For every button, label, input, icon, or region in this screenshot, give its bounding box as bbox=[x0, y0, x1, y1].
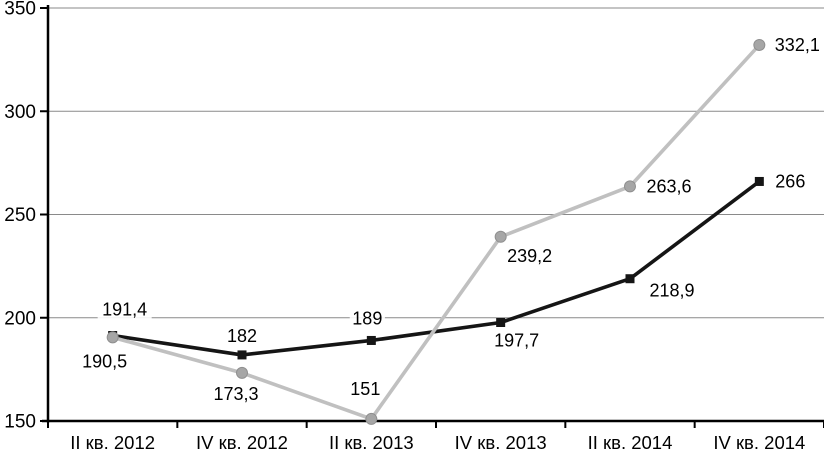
square-marker bbox=[366, 335, 376, 345]
x-tick-label: II кв. 2012 bbox=[70, 432, 155, 452]
data-label: 239,2 bbox=[507, 246, 552, 266]
data-label-bg bbox=[209, 384, 263, 405]
y-tick-label: 300 bbox=[4, 102, 36, 123]
data-label-bg bbox=[645, 281, 699, 302]
axes bbox=[40, 5, 824, 428]
data-label: 189 bbox=[352, 308, 382, 328]
square-marker bbox=[625, 274, 635, 284]
squares-series-line bbox=[112, 180, 761, 357]
y-tick-label: 350 bbox=[4, 0, 36, 20]
x-tick-label: II кв. 2014 bbox=[588, 432, 673, 452]
circle-marker bbox=[494, 230, 507, 243]
data-label-bg bbox=[347, 379, 383, 400]
data-label: 173,3 bbox=[213, 384, 258, 404]
series-squares-series bbox=[108, 176, 764, 360]
circle-marker bbox=[753, 38, 766, 51]
circle-marker bbox=[365, 412, 378, 425]
data-label: 182 bbox=[227, 326, 257, 346]
data-label: 197,7 bbox=[494, 330, 539, 350]
circles-series-line bbox=[112, 43, 761, 421]
series-circles-series bbox=[106, 38, 766, 425]
data-label-bg bbox=[224, 326, 260, 347]
square-marker bbox=[496, 317, 506, 327]
data-label: 263,6 bbox=[646, 176, 691, 196]
data-label-bg bbox=[77, 351, 132, 372]
gridlines bbox=[48, 7, 824, 319]
data-label-bg bbox=[349, 308, 385, 329]
x-tick-label: IV кв. 2013 bbox=[455, 432, 547, 452]
y-tick-labels: 150 200 250 300 350 bbox=[4, 0, 36, 433]
data-label-bg bbox=[770, 35, 824, 56]
data-label: 190,5 bbox=[82, 351, 127, 371]
data-labels: 191,4 182 189 197,7 218,9 266 190,5 173,3 151 239… bbox=[77, 35, 824, 405]
circle-marker bbox=[624, 180, 636, 193]
y-tick-label: 250 bbox=[4, 205, 36, 226]
data-label: 332,1 bbox=[775, 35, 820, 55]
y-tick-label: 200 bbox=[4, 308, 36, 329]
x-tick-label: II кв. 2013 bbox=[329, 432, 414, 452]
circle-marker bbox=[106, 331, 119, 344]
data-label-bg bbox=[489, 330, 544, 351]
square-marker bbox=[754, 176, 764, 186]
circle-marker bbox=[236, 366, 248, 379]
data-label: 151 bbox=[350, 379, 380, 399]
data-label-bg bbox=[642, 176, 696, 197]
data-label-bg bbox=[502, 246, 557, 267]
data-label: 218,9 bbox=[649, 281, 694, 301]
data-label: 191,4 bbox=[102, 300, 147, 320]
data-label-bg bbox=[772, 171, 808, 192]
data-label-bg bbox=[97, 300, 152, 321]
square-marker bbox=[237, 350, 247, 360]
x-tick-label: IV кв. 2012 bbox=[196, 432, 288, 452]
x-tick-label: IV кв. 2014 bbox=[713, 432, 805, 452]
data-label: 266 bbox=[775, 171, 805, 191]
y-tick-label: 150 bbox=[4, 412, 36, 433]
x-tick-labels: II кв. 2012 IV кв. 2012 II кв. 2013 IV кв. … bbox=[70, 432, 805, 452]
